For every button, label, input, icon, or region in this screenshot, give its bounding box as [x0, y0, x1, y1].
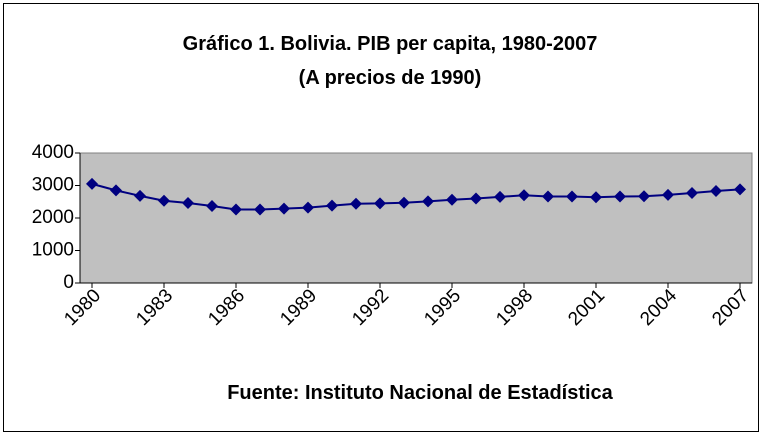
- data-point: [518, 189, 530, 202]
- data-point: [86, 177, 98, 190]
- data-point: [422, 195, 434, 208]
- data-point: [566, 190, 578, 203]
- data-point: [446, 193, 458, 206]
- data-point: [206, 199, 218, 212]
- y-tick-label: 0: [63, 272, 74, 293]
- y-tick-label: 1000: [32, 240, 74, 261]
- data-point: [230, 203, 242, 216]
- y-tick-label: 2000: [32, 207, 74, 228]
- data-point: [278, 202, 290, 215]
- plot-area: [79, 152, 753, 284]
- data-point: [254, 203, 266, 216]
- data-point: [494, 190, 506, 203]
- chart-title: Gráfico 1. Bolivia. PIB per capita, 1980…: [183, 33, 598, 55]
- y-tick-label: 3000: [32, 175, 74, 196]
- data-point: [302, 201, 314, 214]
- data-point: [638, 190, 650, 203]
- data-point: [734, 183, 746, 196]
- data-point: [326, 199, 338, 212]
- chart-subtitle: (A precios de 1990): [299, 67, 482, 89]
- data-point: [590, 191, 602, 204]
- data-point: [542, 190, 554, 203]
- y-tick-label: 4000: [32, 142, 74, 163]
- data-point: [374, 197, 386, 210]
- data-point: [134, 189, 146, 202]
- source-note: Fuente: Instituto Nacional de Estadístic…: [227, 382, 613, 404]
- data-point: [182, 197, 194, 210]
- data-point: [686, 186, 698, 199]
- data-point: [350, 197, 362, 210]
- series-line: [91, 182, 741, 211]
- data-point: [110, 184, 122, 197]
- data-point: [662, 188, 674, 201]
- data-point: [158, 194, 170, 207]
- data-point: [470, 192, 482, 205]
- data-point: [398, 196, 410, 209]
- data-point: [614, 190, 626, 203]
- data-point: [710, 185, 722, 198]
